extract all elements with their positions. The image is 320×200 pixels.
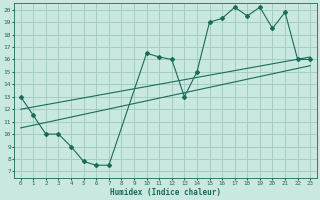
X-axis label: Humidex (Indice chaleur): Humidex (Indice chaleur) — [110, 188, 221, 197]
